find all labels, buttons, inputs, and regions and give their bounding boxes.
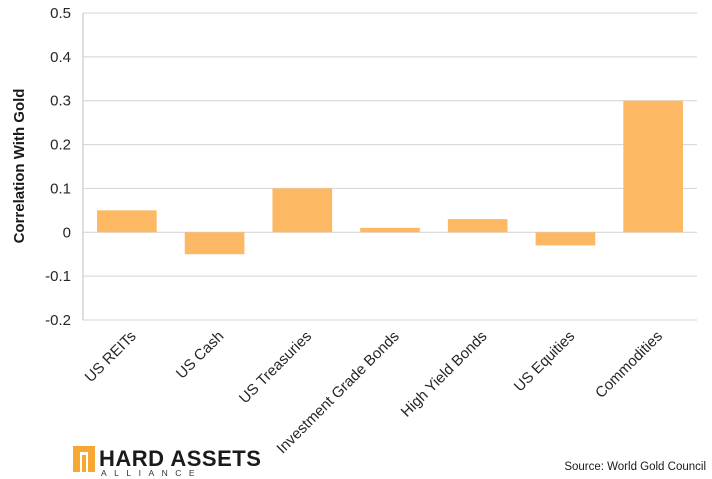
y-tick-label: 0.5 bbox=[50, 5, 71, 22]
bar bbox=[623, 100, 683, 233]
gridlines bbox=[82, 12, 697, 321]
y-axis-label: Correlation With Gold bbox=[11, 89, 28, 244]
bar bbox=[184, 232, 245, 255]
category-label: US REITs bbox=[82, 328, 140, 386]
y-tick-label: -0.2 bbox=[45, 312, 71, 329]
source-note: Source: World Gold Council bbox=[564, 461, 706, 473]
logo-tagline: ALLIANCE bbox=[101, 468, 202, 478]
y-tick-label: 0.3 bbox=[50, 93, 71, 110]
bar bbox=[272, 188, 333, 233]
y-tick-label: 0.4 bbox=[50, 49, 71, 66]
category-label: High Yield Bonds bbox=[398, 328, 491, 421]
category-label: US Cash bbox=[173, 328, 227, 382]
bars bbox=[97, 100, 683, 255]
hard-assets-logo: HARD ASSETS ALLIANCE bbox=[73, 446, 261, 478]
y-tick-label: -0.1 bbox=[45, 268, 71, 285]
y-tick-label: 0.1 bbox=[50, 180, 71, 197]
bar bbox=[447, 219, 508, 233]
bar bbox=[360, 227, 420, 233]
category-label: Commodities bbox=[592, 328, 666, 402]
category-label: US Treasuries bbox=[236, 328, 315, 407]
y-tick-labels: 0.5 0.4 0.3 0.2 0.1 0 -0.1 -0.2 bbox=[45, 5, 71, 329]
bar bbox=[97, 210, 157, 233]
bar bbox=[535, 232, 596, 246]
logo-name: HARD ASSETS bbox=[99, 446, 261, 471]
y-tick-label: 0.2 bbox=[50, 137, 71, 154]
y-tick-label: 0 bbox=[63, 224, 71, 241]
logo-emblem-icon bbox=[73, 446, 95, 472]
category-label: US Equities bbox=[511, 328, 578, 395]
